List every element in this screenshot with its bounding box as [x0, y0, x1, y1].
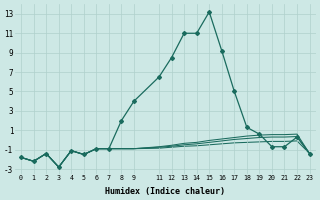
X-axis label: Humidex (Indice chaleur): Humidex (Indice chaleur)	[105, 187, 225, 196]
